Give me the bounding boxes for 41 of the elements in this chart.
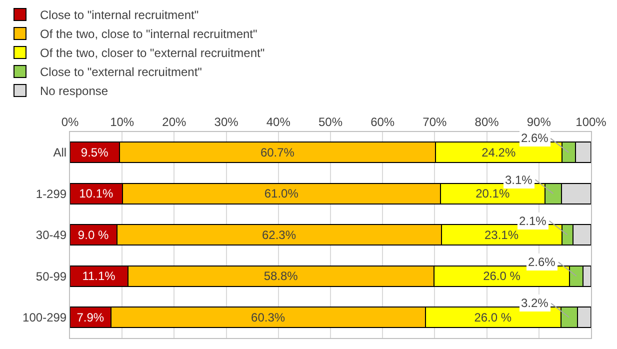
x-tick-label: 30% [214, 115, 239, 129]
data-label: 2.6% [521, 131, 549, 145]
data-label: 62.3% [262, 228, 296, 242]
x-tick-label: 10% [110, 115, 134, 129]
y-tick-label: 1-299 [36, 186, 67, 201]
x-tick-label: 40% [266, 115, 291, 129]
legend-label: Close to "external recruitment" [40, 65, 202, 80]
x-tick-label: 100% [576, 115, 607, 129]
legend-label: No response [40, 84, 108, 98]
x-tick-label: 60% [370, 115, 395, 129]
data-label: 10.1% [79, 186, 114, 201]
x-tick-label: 90% [526, 115, 552, 129]
x-tick-label: 70% [422, 115, 448, 129]
data-label: 20.1% [476, 186, 510, 201]
data-label: 61.0% [264, 186, 299, 201]
x-tick-label: 0% [61, 115, 79, 129]
x-tick-label: 20% [162, 115, 187, 129]
data-label: 60.7% [260, 145, 295, 160]
legend-label: Of the two, close to "internal recruitment" [40, 27, 258, 42]
data-label: 7.9% [76, 310, 104, 324]
data-label: 26.0 % [474, 310, 512, 324]
y-tick-label: 100-299 [22, 310, 67, 325]
y-tick-label: 50-99 [36, 269, 67, 284]
data-label: 9.0 % [78, 228, 109, 242]
legend-label: Of the two, closer to "external recruitment" [40, 46, 265, 60]
y-tick-label: 30-49 [36, 228, 67, 242]
data-label: 3.1% [505, 173, 533, 187]
data-label: 60.3% [251, 310, 286, 324]
legend-label: Close to "internal recruitment" [40, 8, 199, 22]
x-tick-label: 50% [318, 115, 343, 129]
data-label: 11.1% [82, 269, 116, 284]
data-label: 9.5% [80, 145, 109, 160]
data-label: 26.0 % [483, 269, 521, 284]
data-label: 2.1% [519, 214, 547, 228]
x-tick-label: 80% [474, 115, 500, 129]
y-tick-label: All [53, 146, 67, 160]
data-label: 58.8% [264, 269, 298, 284]
data-label: 23.1% [484, 228, 519, 242]
data-label: 2.6% [528, 255, 556, 269]
data-label: 24.2% [482, 145, 516, 160]
data-label: 3.2% [521, 296, 549, 310]
